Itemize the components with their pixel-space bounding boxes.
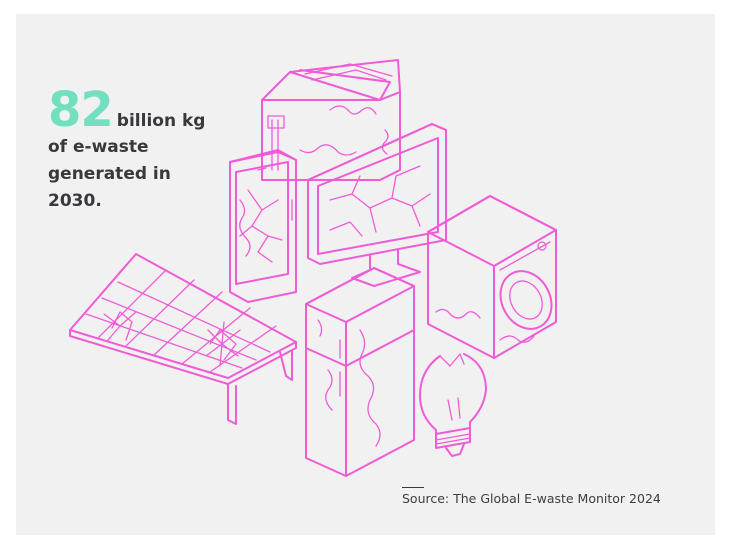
stat-line-2: generated in <box>48 164 171 184</box>
stat-unit: billion kg <box>116 111 206 131</box>
refrigerator-icon <box>305 267 415 477</box>
solar-panel-icon <box>69 253 297 425</box>
light-bulb-icon <box>419 353 487 457</box>
washing-machine-icon <box>427 195 557 359</box>
stat-number: 82 <box>48 82 114 138</box>
smartphone-icon <box>229 149 297 303</box>
source-divider <box>402 487 424 488</box>
source-citation: Source: The Global E-waste Monitor 2024 <box>402 491 661 506</box>
monitor-icon <box>307 123 447 287</box>
stat-line-3: 2030. <box>48 191 102 211</box>
stat-number-row: 82 billion kg <box>48 86 228 134</box>
toaster-icon <box>261 59 401 181</box>
stat-line-1: of e-waste <box>48 137 149 157</box>
stat-headline: 82 billion kg of e-waste generated in 203… <box>48 86 228 215</box>
